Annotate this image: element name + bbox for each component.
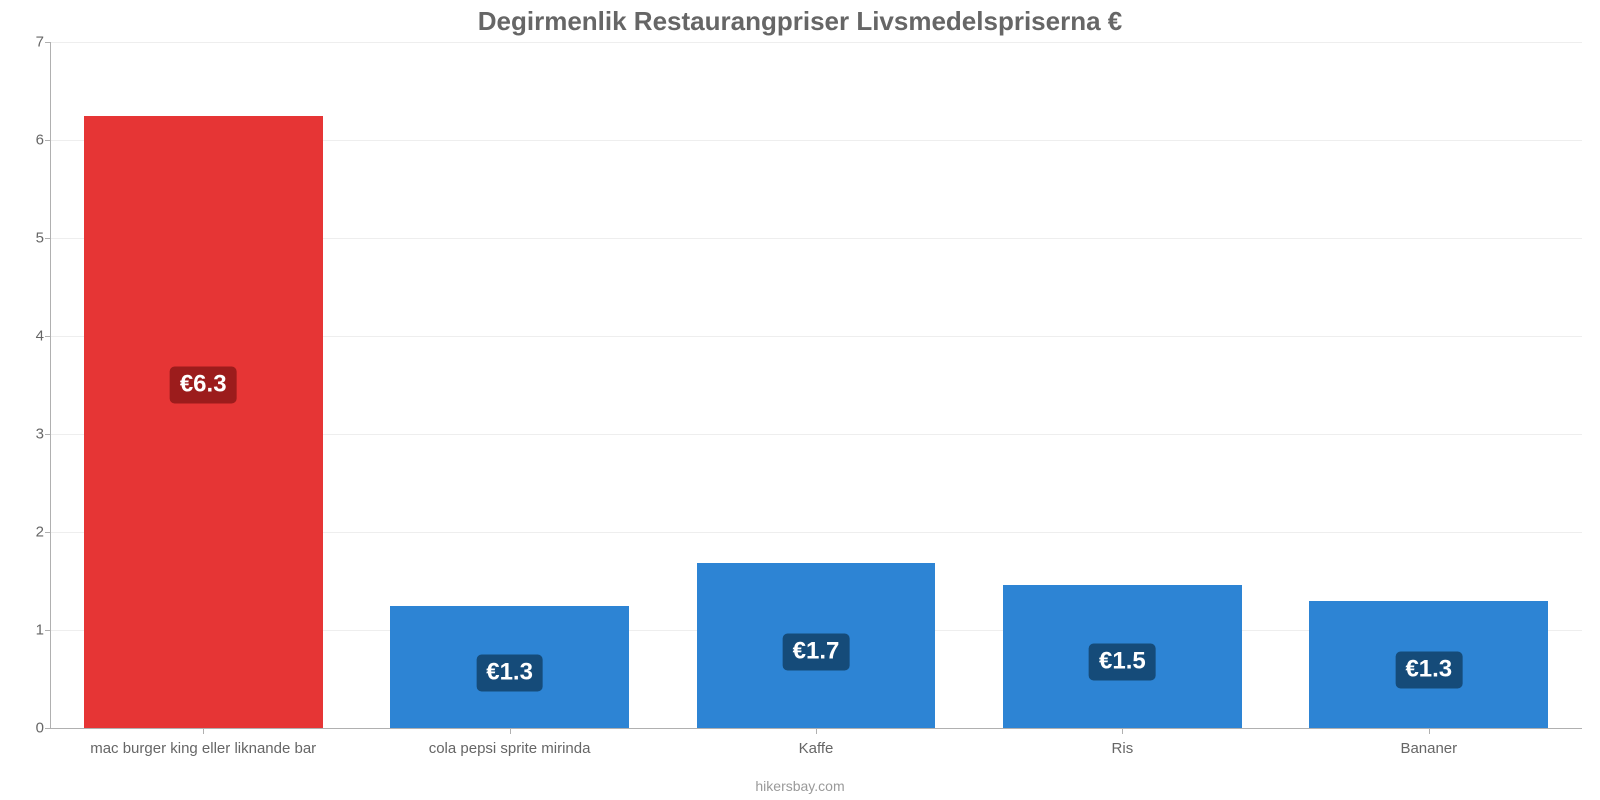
value-badge: €1.3: [1395, 652, 1462, 689]
xtick-label: Kaffe: [799, 740, 834, 757]
ytick-label: 6: [28, 132, 44, 149]
y-axis: [50, 42, 51, 728]
ytick-label: 5: [28, 230, 44, 247]
value-badge: €1.5: [1089, 644, 1156, 681]
xtick-mark: [203, 728, 204, 734]
xtick-mark: [510, 728, 511, 734]
xtick-label: Bananer: [1400, 740, 1457, 757]
ytick-label: 3: [28, 426, 44, 443]
xtick-mark: [1429, 728, 1430, 734]
chart-title: Degirmenlik Restaurangpriser Livsmedelsp…: [0, 6, 1600, 37]
ytick-label: 7: [28, 34, 44, 51]
ytick-label: 2: [28, 524, 44, 541]
ytick-label: 0: [28, 720, 44, 737]
gridline: [50, 42, 1582, 43]
xtick-label: cola pepsi sprite mirinda: [429, 740, 591, 757]
xtick-label: mac burger king eller liknande bar: [90, 740, 316, 757]
chart-credit: hikersbay.com: [0, 778, 1600, 794]
xtick-mark: [816, 728, 817, 734]
value-badge: €1.7: [783, 633, 850, 670]
xtick-mark: [1122, 728, 1123, 734]
value-badge: €1.3: [476, 654, 543, 691]
bar: [84, 116, 323, 729]
value-badge: €6.3: [170, 367, 237, 404]
price-chart: Degirmenlik Restaurangpriser Livsmedelsp…: [0, 0, 1600, 800]
xtick-label: Ris: [1112, 740, 1134, 757]
ytick-label: 4: [28, 328, 44, 345]
plot-area: 01234567€6.3mac burger king eller liknan…: [50, 42, 1582, 728]
ytick-label: 1: [28, 622, 44, 639]
